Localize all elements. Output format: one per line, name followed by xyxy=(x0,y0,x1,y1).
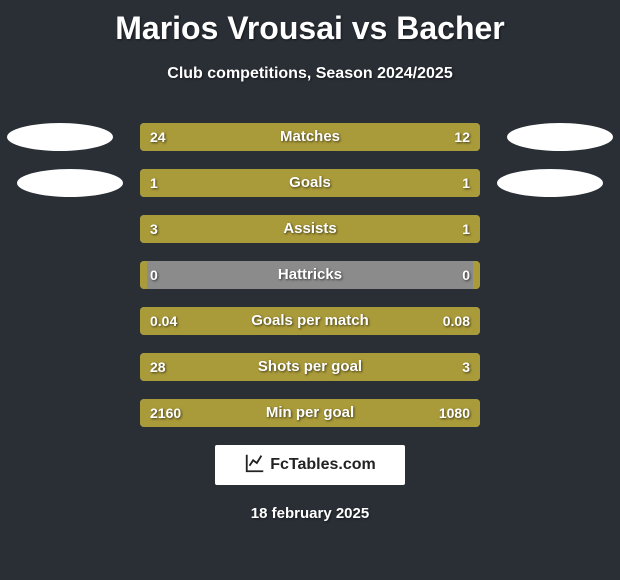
player-right-badge-1 xyxy=(507,123,613,151)
comparison-chart: Matches2412 Goals11 Assists31 Hattricks0 0 Go… xyxy=(0,123,620,427)
stat-row: Shots per goal283 xyxy=(140,353,480,381)
stat-row: Goals11 xyxy=(140,169,480,197)
brand-text: FcTables.com xyxy=(270,456,376,474)
stat-row: Min per goal21601080 xyxy=(140,399,480,427)
page-title: Marios Vrousai vs Bacher xyxy=(0,0,620,47)
player-right-badge-2 xyxy=(497,169,603,197)
bars-container: Matches2412 Goals11 Assists31 Hattricks0 0 Go… xyxy=(140,123,480,427)
stat-label: Hattricks xyxy=(140,261,480,289)
stat-row: Matches2412 xyxy=(140,123,480,151)
stat-row: Hattricks0 0 xyxy=(140,261,480,289)
player-left-badge-2 xyxy=(17,169,123,197)
date-label: 18 february 2025 xyxy=(0,505,620,522)
brand-logo[interactable]: FcTables.com xyxy=(215,445,405,485)
chart-icon xyxy=(244,452,266,479)
stat-value-left: 0 xyxy=(150,261,158,289)
stat-row: Assists31 xyxy=(140,215,480,243)
player-left-badge-1 xyxy=(7,123,113,151)
stat-row: Goals per match0.040.08 xyxy=(140,307,480,335)
stat-value-right: 0 xyxy=(462,261,470,289)
subtitle: Club competitions, Season 2024/2025 xyxy=(0,65,620,83)
